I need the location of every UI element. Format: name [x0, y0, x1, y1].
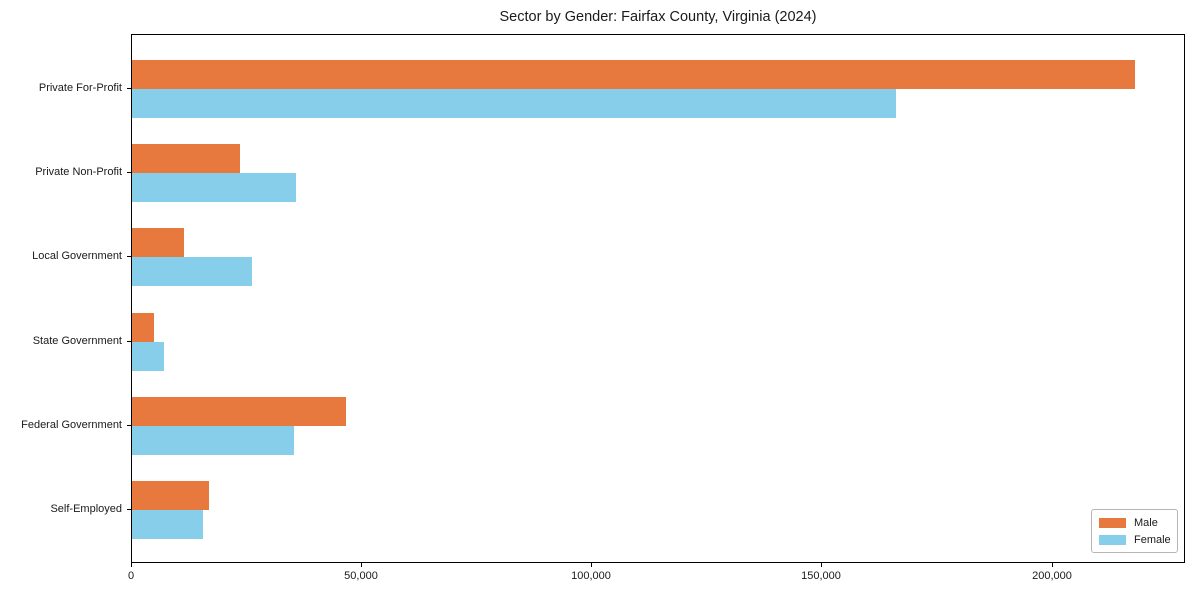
xtick-mark-2 — [591, 563, 592, 567]
ytick-label-private-non-profit: Private Non-Profit — [35, 166, 122, 178]
bar-female-local-government — [132, 257, 252, 287]
xtick-label-1: 50,000 — [344, 570, 378, 582]
bar-male-self-employed — [132, 481, 209, 510]
bar-female-state-government — [132, 341, 164, 371]
bar-male-federal-government — [132, 396, 346, 426]
ytick-mark-private-non-profit — [127, 172, 131, 173]
ytick-mark-federal-government — [127, 425, 131, 426]
bar-female-private-non-profit — [132, 173, 296, 203]
xtick-label-2: 100,000 — [571, 570, 611, 582]
ytick-label-local-government: Local Government — [32, 250, 122, 262]
bar-male-local-government — [132, 228, 184, 258]
ytick-mark-local-government — [127, 256, 131, 257]
bar-female-private-for-profit — [132, 89, 896, 118]
legend: Male Female — [1091, 509, 1178, 553]
bar-male-private-non-profit — [132, 144, 240, 174]
bar-female-federal-government — [132, 425, 294, 455]
bar-male-private-for-profit — [132, 60, 1135, 89]
ytick-label-private-for-profit: Private For-Profit — [38, 82, 122, 94]
ytick-mark-state-government — [127, 341, 131, 342]
xtick-label-0: 0 — [127, 570, 135, 582]
chart-title: Sector by Gender: Fairfax County, Virgin… — [499, 9, 817, 25]
legend-label-female: Female — [1134, 533, 1171, 546]
legend-swatch-male — [1099, 517, 1126, 528]
bar-female-self-employed — [132, 510, 203, 539]
xtick-mark-3 — [821, 563, 822, 567]
xtick-mark-0 — [131, 563, 132, 567]
legend-row-female: Female — [1099, 533, 1171, 546]
legend-swatch-female — [1099, 534, 1126, 545]
plot-area — [131, 34, 1185, 563]
ytick-label-federal-government: Federal Government — [21, 419, 122, 431]
ytick-label-self-employed: Self-Employed — [50, 503, 122, 515]
ytick-mark-private-for-profit — [127, 88, 131, 89]
legend-row-male: Male — [1099, 517, 1170, 529]
xtick-mark-4 — [1052, 563, 1053, 567]
bar-male-state-government — [132, 312, 154, 342]
ytick-label-state-government: State Government — [32, 335, 122, 347]
xtick-label-3: 150,000 — [801, 570, 841, 582]
xtick-mark-1 — [361, 563, 362, 567]
xtick-label-4: 200,000 — [1032, 570, 1072, 582]
ytick-mark-self-employed — [127, 509, 131, 510]
legend-label-male: Male — [1134, 516, 1158, 529]
